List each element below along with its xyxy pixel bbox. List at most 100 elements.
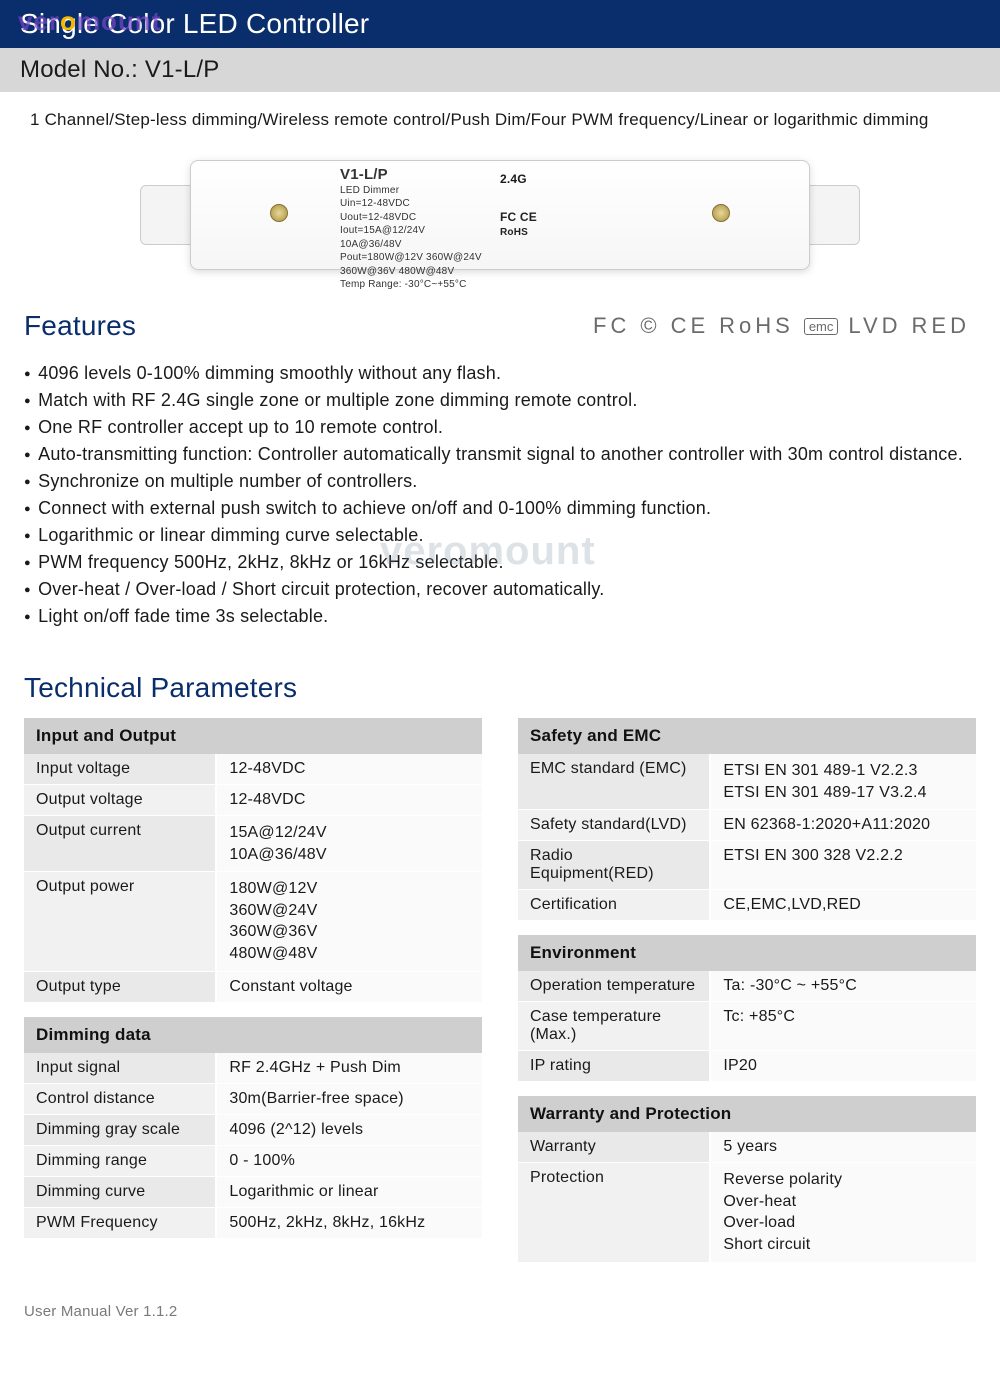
header-title: Single Color LED Controller <box>20 8 369 39</box>
product-image: V1-L/P LED Dimmer Uin=12-48VDC Uout=12-4… <box>0 140 1000 300</box>
spec-value: 12-48VDC <box>216 754 482 785</box>
feature-item: Synchronize on multiple number of contro… <box>24 468 976 495</box>
table-row: Input signalRF 2.4GHz + Push Dim <box>24 1053 482 1084</box>
table-row: CertificationCE,EMC,LVD,RED <box>518 890 976 921</box>
spec-label: Dimming curve <box>24 1176 216 1207</box>
spec-table: EnvironmentOperation temperatureTa: -30°… <box>518 935 976 1082</box>
features-list: 4096 levels 0-100% dimming smoothly with… <box>0 354 1000 654</box>
spec-value: 4096 (2^12) levels <box>216 1114 482 1145</box>
cert-emc: emc <box>804 318 839 335</box>
cert-c: © <box>640 313 660 339</box>
device-wifi: 2.4G <box>500 172 527 186</box>
left-col: Input and OutputInput voltage12-48VDCOut… <box>24 718 482 1277</box>
subtitle-text: 1 Channel/Step-less dimming/Wireless rem… <box>30 110 929 129</box>
device-label: V1-L/P LED Dimmer Uin=12-48VDC Uout=12-4… <box>340 166 482 292</box>
spec-value: 500Hz, 2kHz, 8kHz, 16kHz <box>216 1207 482 1238</box>
table-row: IP ratingIP20 <box>518 1051 976 1082</box>
spec-label: EMC standard (EMC) <box>518 754 710 810</box>
group-header: Safety and EMC <box>518 718 976 754</box>
spec-label: Output current <box>24 816 216 872</box>
group-header: Environment <box>518 935 976 971</box>
device-model: V1-L/P <box>340 166 482 185</box>
spec-value: EN 62368-1:2020+A11:2020 <box>710 810 976 841</box>
model-label: Model No.: V1-L/P <box>20 56 220 83</box>
spec-label: Radio Equipment(RED) <box>518 841 710 890</box>
spec-label: IP rating <box>518 1051 710 1082</box>
spec-value: ETSI EN 301 489-1 V2.2.3 ETSI EN 301 489… <box>710 754 976 810</box>
spec-value: 180W@12V 360W@24V 360W@36V 480W@48V <box>216 872 482 971</box>
table-row: Output typeConstant voltage <box>24 971 482 1002</box>
spec-value: Reverse polarity Over-heat Over-load Sho… <box>710 1163 976 1262</box>
spec-value: Tc: +85°C <box>710 1002 976 1051</box>
cert-icons: FC © CE RoHS emc LVD RED <box>593 313 970 339</box>
features-title: Features <box>24 310 136 342</box>
table-row: Dimming curveLogarithmic or linear <box>24 1176 482 1207</box>
spec-value: 30m(Barrier-free space) <box>216 1083 482 1114</box>
table-row: PWM Frequency500Hz, 2kHz, 8kHz, 16kHz <box>24 1207 482 1238</box>
spec-table: Warranty and ProtectionWarranty5 yearsPr… <box>518 1096 976 1262</box>
spec-value: 0 - 100% <box>216 1145 482 1176</box>
tables-wrap: Input and OutputInput voltage12-48VDCOut… <box>0 718 1000 1287</box>
spec-label: Control distance <box>24 1083 216 1114</box>
table-row: Dimming gray scale4096 (2^12) levels <box>24 1114 482 1145</box>
spec-value: 5 years <box>710 1132 976 1163</box>
spec-value: IP20 <box>710 1051 976 1082</box>
spec-value: RF 2.4GHz + Push Dim <box>216 1053 482 1084</box>
spec-value: Ta: -30°C ~ +55°C <box>710 971 976 1002</box>
spec-value: ETSI EN 300 328 V2.2.2 <box>710 841 976 890</box>
feature-item: Match with RF 2.4G single zone or multip… <box>24 387 976 414</box>
table-row: Radio Equipment(RED)ETSI EN 300 328 V2.2… <box>518 841 976 890</box>
table-row: Dimming range0 - 100% <box>24 1145 482 1176</box>
tech-title: Technical Parameters <box>0 654 1000 718</box>
spec-label: Certification <box>518 890 710 921</box>
table-row: Output current15A@12/24V 10A@36/48V <box>24 816 482 872</box>
spec-label: Input voltage <box>24 754 216 785</box>
table-row: Output voltage12-48VDC <box>24 785 482 816</box>
spec-value: CE,EMC,LVD,RED <box>710 890 976 921</box>
spec-label: Warranty <box>518 1132 710 1163</box>
feature-item: 4096 levels 0-100% dimming smoothly with… <box>24 360 976 387</box>
feature-item: Logarithmic or linear dimming curve sele… <box>24 522 976 549</box>
cert-lvd: LVD <box>848 313 901 339</box>
spec-label: Safety standard(LVD) <box>518 810 710 841</box>
spec-label: Output voltage <box>24 785 216 816</box>
subtitle: 1 Channel/Step-less dimming/Wireless rem… <box>0 92 1000 140</box>
table-row: Input voltage12-48VDC <box>24 754 482 785</box>
feature-item: Over-heat / Over-load / Short circuit pr… <box>24 576 976 603</box>
feature-item: Auto-transmitting function: Controller a… <box>24 441 976 468</box>
footer: User Manual Ver 1.1.2 <box>0 1287 1000 1336</box>
device-cert: FC CERoHS <box>500 210 537 238</box>
table-row: Case temperature (Max.)Tc: +85°C <box>518 1002 976 1051</box>
feature-item: PWM frequency 500Hz, 2kHz, 8kHz or 16kHz… <box>24 549 976 576</box>
spec-table: Dimming dataInput signalRF 2.4GHz + Push… <box>24 1017 482 1239</box>
spec-value: 15A@12/24V 10A@36/48V <box>216 816 482 872</box>
table-row: Control distance30m(Barrier-free space) <box>24 1083 482 1114</box>
group-header: Dimming data <box>24 1017 482 1053</box>
spec-label: Operation temperature <box>518 971 710 1002</box>
spec-label: PWM Frequency <box>24 1207 216 1238</box>
table-row: Operation temperatureTa: -30°C ~ +55°C <box>518 971 976 1002</box>
right-col: Safety and EMCEMC standard (EMC)ETSI EN … <box>518 718 976 1277</box>
header-bar: Single Color LED Controller veromount <box>0 0 1000 48</box>
footer-text: User Manual Ver 1.1.2 <box>24 1303 177 1320</box>
spec-label: Output power <box>24 872 216 971</box>
table-row: ProtectionReverse polarity Over-heat Ove… <box>518 1163 976 1262</box>
group-header: Input and Output <box>24 718 482 754</box>
spec-label: Dimming gray scale <box>24 1114 216 1145</box>
spec-label: Input signal <box>24 1053 216 1084</box>
table-row: Output power180W@12V 360W@24V 360W@36V 4… <box>24 872 482 971</box>
model-bar: Model No.: V1-L/P <box>0 48 1000 92</box>
device-lines: Uin=12-48VDC Uout=12-48VDC Iout=15A@12/2… <box>340 197 482 292</box>
table-row: Safety standard(LVD)EN 62368-1:2020+A11:… <box>518 810 976 841</box>
spec-table: Safety and EMCEMC standard (EMC)ETSI EN … <box>518 718 976 921</box>
spec-value: 12-48VDC <box>216 785 482 816</box>
spec-label: Protection <box>518 1163 710 1262</box>
cert-red: RED <box>912 313 970 339</box>
spec-label: Output type <box>24 971 216 1002</box>
spec-value: Constant voltage <box>216 971 482 1002</box>
spec-label: Case temperature (Max.) <box>518 1002 710 1051</box>
spec-label: Dimming range <box>24 1145 216 1176</box>
cert-rohs: RoHS <box>719 313 794 339</box>
table-row: EMC standard (EMC)ETSI EN 301 489-1 V2.2… <box>518 754 976 810</box>
features-header: Features FC © CE RoHS emc LVD RED <box>0 300 1000 354</box>
